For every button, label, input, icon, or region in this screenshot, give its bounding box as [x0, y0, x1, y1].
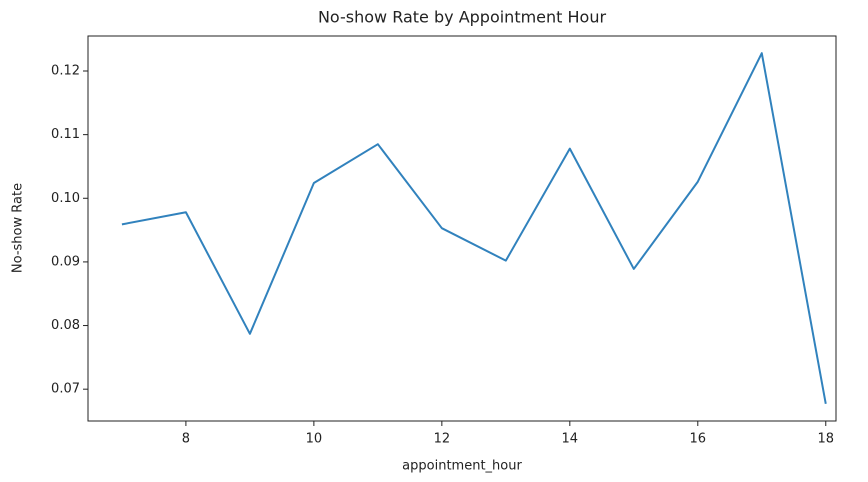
y-tick-label: 0.07 — [51, 382, 80, 397]
y-tick-label: 0.10 — [51, 191, 80, 206]
chart-title: No-show Rate by Appointment Hour — [318, 8, 607, 27]
line-series — [121, 52, 827, 404]
y-tick-label: 0.11 — [51, 127, 80, 142]
plot-frame — [87, 35, 837, 422]
x-tick-label: 8 — [182, 432, 190, 447]
y-tick-label: 0.08 — [51, 318, 80, 333]
x-tick-label: 12 — [434, 432, 451, 447]
y-axis-label: No-show Rate — [11, 183, 26, 273]
y-tick-label: 0.12 — [51, 64, 80, 79]
x-tick-label: 18 — [817, 432, 834, 447]
x-tick-label: 16 — [690, 432, 707, 447]
y-tick-label: 0.09 — [51, 254, 80, 269]
x-tick-label: 14 — [562, 432, 579, 447]
x-axis-label: appointment_hour — [402, 459, 522, 474]
x-tick-label: 10 — [306, 432, 323, 447]
